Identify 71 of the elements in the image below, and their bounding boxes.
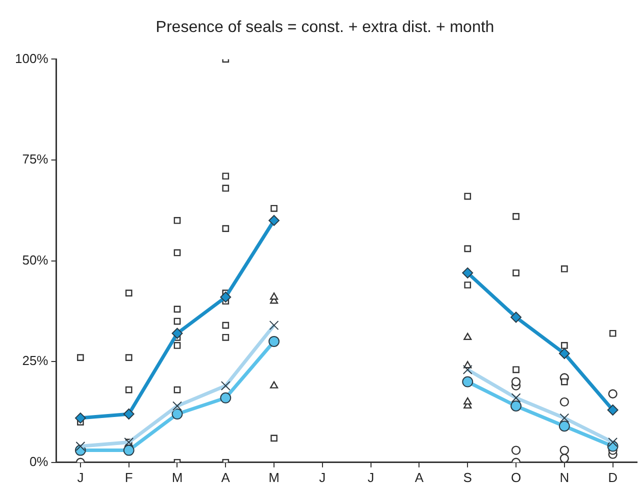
point — [558, 420, 570, 432]
x-tick-label: J — [77, 470, 84, 485]
point — [464, 192, 472, 200]
point — [464, 282, 472, 288]
point — [174, 306, 181, 313]
point — [222, 172, 230, 180]
point — [512, 269, 520, 276]
point — [558, 348, 570, 360]
point — [464, 332, 472, 340]
point — [222, 184, 230, 192]
point — [174, 217, 181, 224]
point — [511, 446, 521, 455]
point — [268, 336, 280, 347]
point — [512, 366, 520, 374]
x-tick-label: M — [172, 470, 183, 485]
y-tick-label: 100% — [15, 50, 49, 66]
point — [77, 354, 84, 361]
point — [607, 404, 618, 416]
x-tick-label: F — [124, 470, 133, 485]
point — [125, 354, 132, 361]
point — [174, 249, 181, 256]
point — [512, 213, 520, 220]
x-tick-label: N — [560, 470, 570, 485]
point — [560, 446, 570, 455]
point — [174, 318, 181, 325]
point — [462, 267, 474, 278]
point — [464, 397, 472, 405]
point — [172, 408, 183, 420]
point — [560, 378, 568, 386]
point — [608, 389, 618, 398]
point — [123, 444, 134, 456]
point — [174, 386, 181, 394]
point — [560, 454, 570, 462]
point — [511, 377, 521, 386]
y-tick-label: 50% — [22, 252, 49, 268]
point — [220, 392, 232, 404]
point — [268, 214, 280, 226]
x-tick-label: J — [319, 470, 326, 485]
x-tick-label: D — [608, 470, 618, 485]
y-tick-label: 0% — [29, 454, 49, 469]
point — [222, 322, 230, 329]
point — [222, 225, 230, 232]
point — [220, 292, 232, 303]
y-tick-label: 75% — [22, 152, 49, 167]
point — [125, 290, 132, 296]
point — [462, 376, 474, 388]
point — [510, 312, 522, 323]
x-tick-label: J — [368, 470, 374, 485]
x-tick-label: A — [414, 470, 424, 485]
y-tick-label: 25% — [22, 353, 49, 368]
point — [174, 342, 181, 349]
point — [270, 434, 278, 442]
point — [270, 204, 278, 212]
point — [560, 265, 568, 272]
point — [609, 330, 616, 337]
point — [464, 245, 472, 252]
x-tick-label: M — [268, 470, 280, 485]
point — [510, 400, 522, 412]
point — [222, 334, 230, 341]
point — [560, 397, 570, 407]
point — [74, 412, 86, 424]
point — [560, 342, 568, 349]
x-tick-label: A — [221, 470, 230, 485]
x-tick-label: S — [463, 470, 472, 485]
x-tick-label: O — [510, 470, 522, 485]
point — [270, 381, 278, 388]
point — [172, 328, 183, 339]
point — [123, 408, 134, 420]
point — [125, 386, 132, 394]
point — [270, 292, 278, 300]
chart-title: Presence of seals = const. + extra dist. + month — [156, 19, 494, 36]
